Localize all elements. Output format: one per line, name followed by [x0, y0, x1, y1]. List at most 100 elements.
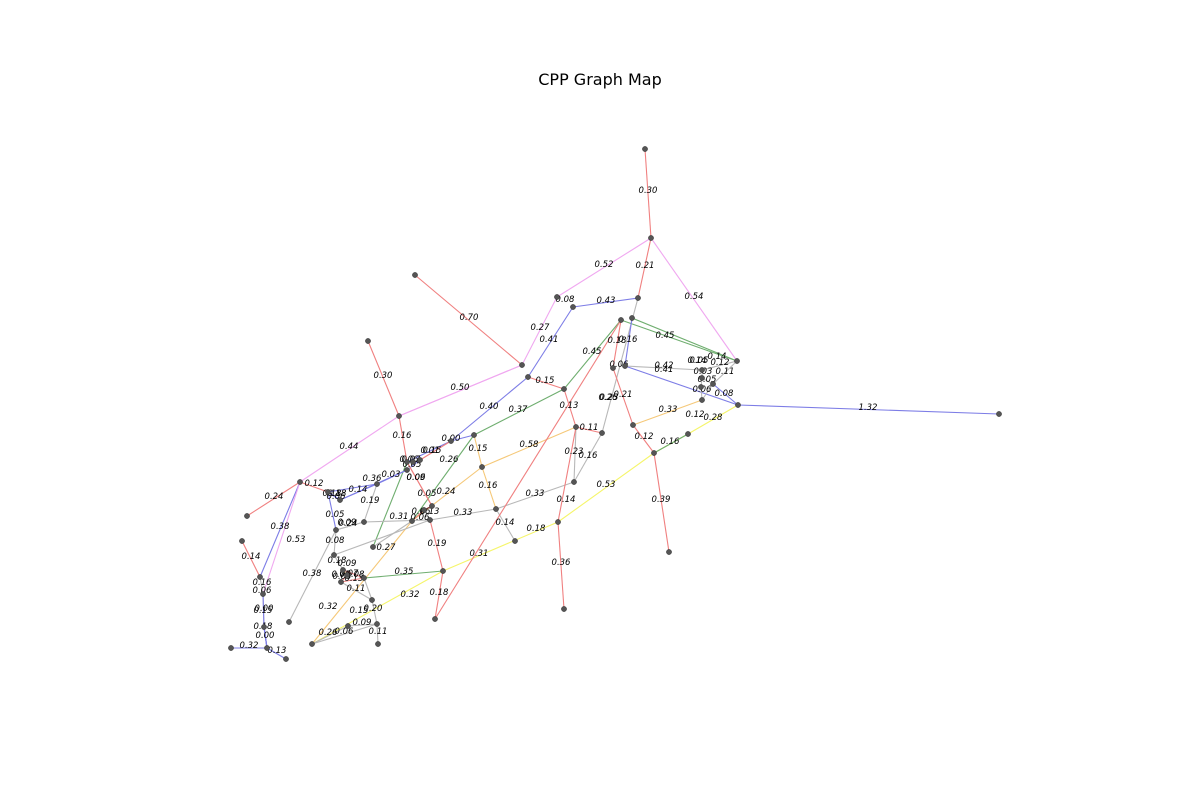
edge-weight-label: 0.11 — [580, 423, 599, 433]
edge-weight-label: 0.06 — [335, 627, 355, 637]
graph-edge — [262, 593, 265, 628]
graph-node — [361, 519, 367, 525]
graph-edge — [266, 647, 287, 660]
graph-edge — [434, 319, 622, 620]
edge-weight-label: 0.06 — [400, 455, 420, 465]
graph-edge — [333, 554, 344, 571]
edge-weight-label: 0.14 — [708, 352, 727, 362]
graph-edge — [311, 625, 349, 645]
edge-weight-label: 0.13 — [345, 574, 364, 584]
graph-node — [629, 315, 635, 321]
edge-weight-label: 0.45 — [583, 347, 602, 357]
graph-node — [421, 507, 427, 513]
edge-weight-label: 0.31 — [390, 512, 409, 522]
graph-edge — [450, 434, 475, 442]
edge-weight-label: 0.27 — [377, 543, 397, 553]
edge-weight-label: 0.31 — [470, 549, 489, 559]
graph-node — [370, 544, 376, 550]
graph-node — [283, 656, 289, 662]
graph-edge — [632, 424, 655, 454]
graph-edge — [572, 297, 639, 308]
edge-weight-label: 0.16 — [393, 431, 413, 441]
graph-node — [374, 481, 380, 487]
graph-edge — [612, 367, 634, 426]
graph-edge — [367, 340, 400, 417]
graph-edge — [687, 404, 739, 435]
graph-node — [340, 567, 346, 573]
edge-weight-label: 0.18 — [527, 524, 547, 534]
graph-edge — [712, 360, 738, 385]
edge-layer — [231, 148, 1000, 660]
graph-edge — [246, 481, 301, 517]
graph-edge — [650, 237, 738, 362]
graph-edge — [339, 483, 378, 501]
graph-edge — [557, 521, 565, 610]
graph-node — [297, 479, 303, 485]
graph-node — [286, 619, 292, 625]
graph-node — [375, 641, 381, 647]
graph-edge — [644, 148, 652, 239]
graph-edge — [259, 481, 301, 578]
graph-edge — [573, 426, 577, 483]
edge-weight-label: 0.06 — [411, 513, 431, 523]
graph-node — [630, 422, 636, 428]
graph-node — [570, 304, 576, 310]
edge-weight-label: 0.05 — [418, 489, 437, 499]
graph-edge — [263, 626, 268, 649]
edge-weight-label: 0.06 — [412, 507, 432, 517]
graph-edge — [311, 520, 413, 645]
graph-edge — [340, 577, 365, 583]
edge-weight-label: 0.09 — [353, 618, 372, 628]
graph-edge — [442, 521, 559, 572]
graph-node — [440, 568, 446, 574]
graph-node — [344, 572, 350, 578]
edge-weight-label: 0.30 — [374, 371, 393, 381]
edge-weight-label: 0.06 — [253, 586, 273, 596]
graph-edge — [311, 623, 378, 645]
graph-node — [264, 645, 270, 651]
edge-weight-label: 0.41 — [655, 365, 674, 375]
graph-edge — [624, 365, 739, 406]
graph-edge — [481, 426, 577, 468]
graph-node — [404, 467, 410, 473]
graph-node — [417, 457, 423, 463]
graph-edge — [563, 319, 622, 390]
graph-node — [448, 438, 454, 444]
edge-weight-label: 0.12 — [711, 358, 730, 368]
graph-edge — [259, 576, 264, 595]
edge-weight-label: 0.12 — [635, 432, 654, 442]
graph-edge — [363, 570, 444, 579]
graph-edge — [527, 376, 565, 390]
graph-edge — [398, 364, 523, 417]
edge-weight-label: 0.06 — [610, 360, 630, 370]
graph-edge — [372, 461, 408, 548]
edge-weight-label: 0.38 — [271, 522, 291, 532]
edge-weight-label: 0.05 — [698, 375, 717, 385]
graph-node — [338, 579, 344, 585]
edge-weight-label: 0.70 — [460, 313, 479, 323]
edge-weight-label: 0.26 — [319, 628, 339, 638]
graph-edge — [414, 274, 523, 366]
graph-node — [666, 549, 672, 555]
graph-node — [699, 375, 705, 381]
graph-edge — [557, 426, 577, 523]
edge-weight-label: 0.11 — [347, 584, 366, 594]
graph-edge — [327, 483, 378, 493]
graph-node — [432, 616, 438, 622]
edge-weight-label: 0.18 — [323, 489, 343, 499]
graph-node — [573, 424, 579, 430]
edge-weight-label: 0.13 — [268, 646, 287, 656]
graph-edge — [299, 415, 400, 483]
edge-weight-label: 0.36 — [363, 474, 383, 484]
graph-edge — [557, 452, 655, 523]
edge-weight-label: 0.09 — [407, 473, 426, 483]
edge-weight-label: 0.12 — [686, 410, 705, 420]
edge-weight-label: 0.05 — [403, 460, 422, 470]
edge-weight-label: 0.03 — [333, 572, 352, 582]
edge-weight-label: 0.26 — [440, 455, 460, 465]
graph-edge — [262, 481, 301, 595]
edge-weight-label: 0.15 — [350, 606, 369, 616]
graph-node — [427, 517, 433, 523]
graph-edge — [311, 570, 444, 645]
graph-node — [365, 338, 371, 344]
